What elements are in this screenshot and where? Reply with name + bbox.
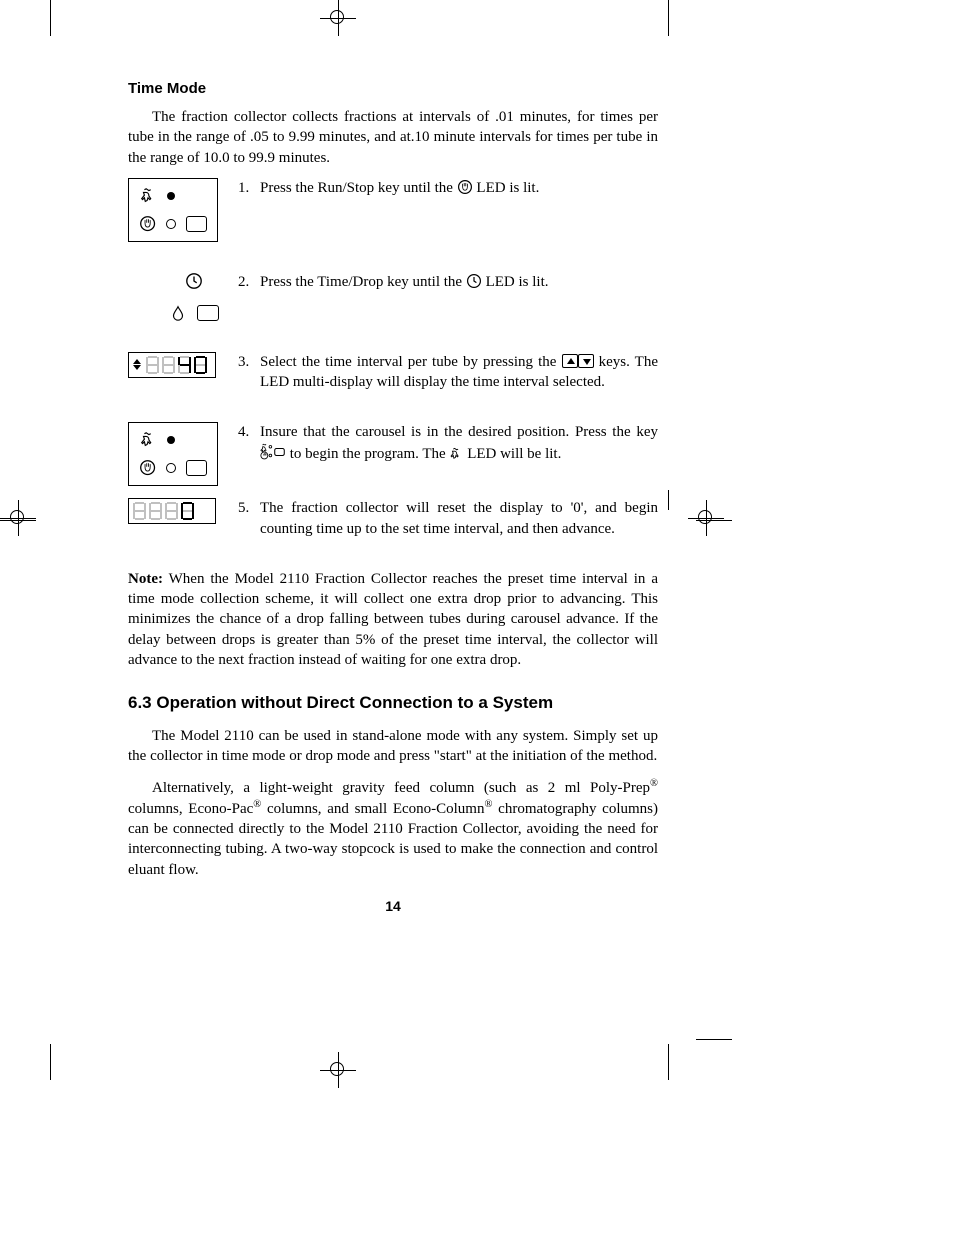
step-number: 2. — [238, 272, 260, 295]
led-on-icon — [167, 436, 175, 444]
up-key-icon — [562, 354, 578, 368]
runstop-key-icon — [260, 443, 286, 467]
body-paragraph: Alternatively, a light-weight gravity fe… — [128, 777, 658, 880]
step-number: 4. — [238, 422, 260, 467]
runstop-panel-graphic — [128, 422, 218, 486]
drop-icon — [169, 304, 187, 322]
registration-mark — [0, 500, 36, 536]
crop-mark — [696, 1039, 732, 1040]
step-row: 1. Press the Run/Stop key until the LED … — [128, 178, 658, 242]
step-number: 1. — [238, 178, 260, 201]
crop-mark — [50, 1044, 51, 1080]
body-paragraph: The Model 2110 can be used in stand-alon… — [128, 726, 658, 767]
intro-paragraph: The fraction collector collects fraction… — [128, 107, 658, 168]
crop-mark — [668, 490, 669, 510]
step-row: 4. Insure that the carousel is in the de… — [128, 422, 658, 486]
led-off-icon — [166, 219, 176, 229]
down-key-icon — [578, 354, 594, 368]
run-icon — [139, 187, 157, 205]
keycap-icon — [186, 216, 207, 232]
run-icon — [449, 447, 463, 467]
step-number: 3. — [238, 352, 260, 393]
step-body: Insure that the carousel is in the desir… — [260, 422, 658, 467]
crop-mark — [668, 0, 669, 36]
run-icon — [139, 431, 157, 449]
page-content: Time Mode The fraction collector collect… — [128, 80, 658, 914]
crop-mark — [696, 520, 732, 521]
step-row: 5. The fraction collector will reset the… — [128, 498, 658, 539]
step-body: Press the Time/Drop key until the LED is… — [260, 272, 658, 295]
stop-hand-icon — [139, 215, 156, 233]
registration-mark — [320, 0, 356, 36]
note-paragraph: Note: When the Model 2110 Fraction Colle… — [128, 569, 658, 670]
crop-mark — [50, 0, 51, 36]
note-label: Note: — [128, 571, 163, 587]
clock-icon — [466, 273, 482, 295]
stop-hand-icon — [139, 459, 156, 477]
runstop-panel-graphic — [128, 178, 218, 242]
step-row: 2. Press the Time/Drop key until the LED… — [128, 272, 658, 322]
section-heading: 6.3 Operation without Direct Connection … — [128, 692, 658, 714]
keycap-icon — [197, 305, 219, 321]
step-row: 3. Select the time interval per tube by … — [128, 352, 658, 393]
stop-hand-icon — [457, 179, 473, 201]
section-heading: Time Mode — [128, 80, 658, 97]
down-arrow-icon — [133, 365, 141, 370]
registration-mark — [688, 500, 724, 536]
up-arrow-icon — [133, 359, 141, 364]
page-number: 14 — [128, 898, 658, 914]
registration-mark — [320, 1052, 356, 1088]
led-display-graphic — [128, 352, 216, 378]
step-body: Select the time interval per tube by pre… — [260, 352, 658, 393]
steps-list: 1. Press the Run/Stop key until the LED … — [128, 178, 658, 539]
led-off-icon — [166, 463, 176, 473]
step-number: 5. — [238, 498, 260, 539]
led-display-graphic — [128, 498, 216, 524]
step-body: Press the Run/Stop key until the LED is … — [260, 178, 658, 201]
clock-icon — [185, 272, 203, 290]
crop-mark — [668, 1044, 669, 1080]
keycap-icon — [186, 460, 207, 476]
led-on-icon — [167, 192, 175, 200]
step-body: The fraction collector will reset the di… — [260, 498, 658, 539]
